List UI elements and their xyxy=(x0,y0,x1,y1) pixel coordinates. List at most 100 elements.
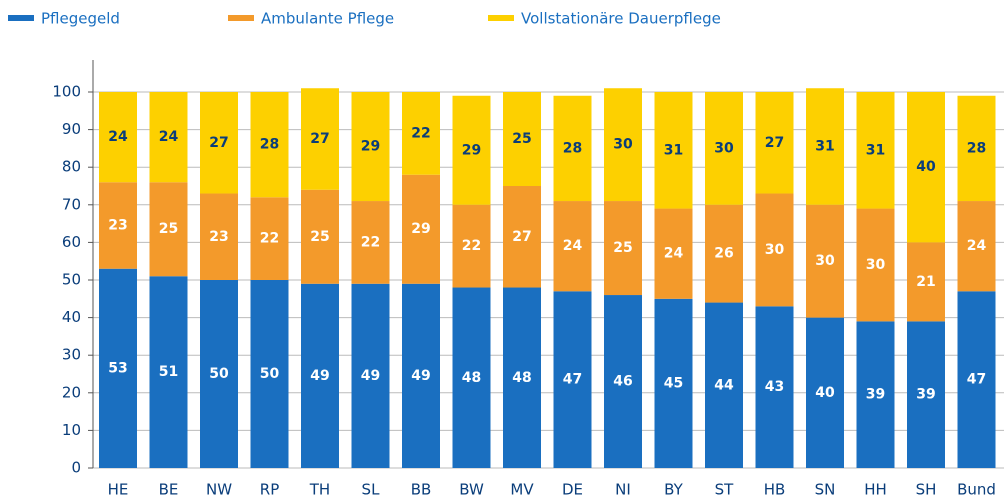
x-tick-label: Bund xyxy=(957,481,996,499)
bar-segment xyxy=(503,287,541,468)
value-label: 28 xyxy=(563,140,582,156)
value-label: 29 xyxy=(361,139,380,155)
value-label: 39 xyxy=(866,387,885,403)
legend-swatch xyxy=(228,15,254,21)
bar-segment xyxy=(907,321,945,468)
bar-segment xyxy=(99,268,137,468)
y-tick-label: 50 xyxy=(62,271,81,289)
value-label: 25 xyxy=(310,229,329,245)
y-tick-label: 60 xyxy=(62,233,81,251)
bar-segment xyxy=(351,283,390,468)
x-tick-label: SN xyxy=(815,481,836,499)
value-label: 53 xyxy=(108,360,127,376)
x-tick-label: NI xyxy=(615,481,631,499)
value-label: 47 xyxy=(967,372,986,388)
bar-segment xyxy=(553,95,592,202)
bar-segment xyxy=(452,204,491,288)
value-label: 39 xyxy=(916,387,935,403)
bar-segment xyxy=(604,295,642,468)
bar-segment xyxy=(604,88,642,202)
bar-segment xyxy=(654,208,693,299)
value-label: 29 xyxy=(411,221,430,237)
bar-segment xyxy=(755,92,794,194)
bar-segment xyxy=(806,317,844,468)
value-label: 22 xyxy=(361,234,380,250)
bar-segment xyxy=(149,276,188,468)
bar-segment xyxy=(503,92,541,186)
value-label: 23 xyxy=(209,229,228,245)
value-label: 48 xyxy=(462,370,481,386)
value-label: 22 xyxy=(260,231,279,247)
bar-segment xyxy=(149,182,188,277)
y-tick-label: 70 xyxy=(62,195,81,213)
value-label: 23 xyxy=(108,217,127,233)
value-label: 44 xyxy=(714,377,734,393)
bar-segment xyxy=(452,95,491,205)
bar-segment xyxy=(503,186,541,288)
value-label: 24 xyxy=(108,129,128,145)
bar-segment xyxy=(452,287,491,468)
y-tick-label: 30 xyxy=(62,346,81,364)
value-label: 31 xyxy=(664,142,683,158)
legend-label: Ambulante Pflege xyxy=(261,10,394,28)
bar-segment xyxy=(301,88,339,190)
bar-segment xyxy=(957,201,996,292)
x-tick-label: SH xyxy=(916,481,937,499)
value-label: 30 xyxy=(815,253,835,269)
y-tick-label: 10 xyxy=(62,421,81,439)
value-label: 30 xyxy=(613,137,633,153)
bar-segment xyxy=(99,92,137,183)
value-label: 27 xyxy=(310,131,329,147)
x-tick-label: DE xyxy=(562,481,583,499)
value-label: 22 xyxy=(411,125,430,141)
bar-segment xyxy=(200,92,238,194)
x-tick-label: NW xyxy=(206,481,232,499)
value-label: 25 xyxy=(159,221,178,237)
value-label: 25 xyxy=(613,240,632,256)
bar-segment xyxy=(654,92,693,209)
x-tick-label: BB xyxy=(411,481,432,499)
value-label: 47 xyxy=(563,372,582,388)
bar-segment xyxy=(402,92,440,175)
bar-segment xyxy=(856,92,895,209)
bar-segment xyxy=(957,95,996,202)
bar-segment xyxy=(301,283,339,468)
bar-segment xyxy=(351,201,390,284)
value-label: 30 xyxy=(765,242,785,258)
value-label: 30 xyxy=(866,257,886,273)
legend-swatch xyxy=(488,15,514,21)
bar-segment xyxy=(301,189,339,284)
value-label: 25 xyxy=(512,131,531,147)
value-label: 49 xyxy=(310,368,329,384)
bar-segment xyxy=(402,174,440,284)
value-label: 28 xyxy=(967,140,986,156)
x-tick-label: MV xyxy=(510,481,534,499)
bar-segment xyxy=(351,92,390,202)
x-tick-label: HH xyxy=(864,481,887,499)
bar-segment xyxy=(957,291,996,468)
value-label: 30 xyxy=(714,140,734,156)
bar-segment xyxy=(907,242,945,322)
value-label: 49 xyxy=(411,368,430,384)
value-label: 27 xyxy=(512,229,531,245)
x-tick-label: TH xyxy=(309,481,330,499)
value-label: 51 xyxy=(159,364,178,380)
bar-segment xyxy=(250,92,289,198)
bar-segment xyxy=(705,204,743,303)
legend-label: Vollstationäre Dauerpflege xyxy=(521,10,721,28)
value-label: 40 xyxy=(916,159,936,175)
x-tick-label: BY xyxy=(664,481,683,499)
x-tick-label: BW xyxy=(459,481,484,499)
bar-segment xyxy=(200,280,238,468)
x-tick-label: HE xyxy=(108,481,129,499)
value-label: 31 xyxy=(815,139,834,155)
value-label: 27 xyxy=(209,135,228,151)
value-label: 45 xyxy=(664,375,683,391)
bar-segment xyxy=(856,321,895,468)
bar-segment xyxy=(149,92,188,183)
x-tick-label: HB xyxy=(764,481,786,499)
value-label: 24 xyxy=(967,238,987,254)
bar-segment xyxy=(856,208,895,322)
value-label: 21 xyxy=(916,274,935,290)
